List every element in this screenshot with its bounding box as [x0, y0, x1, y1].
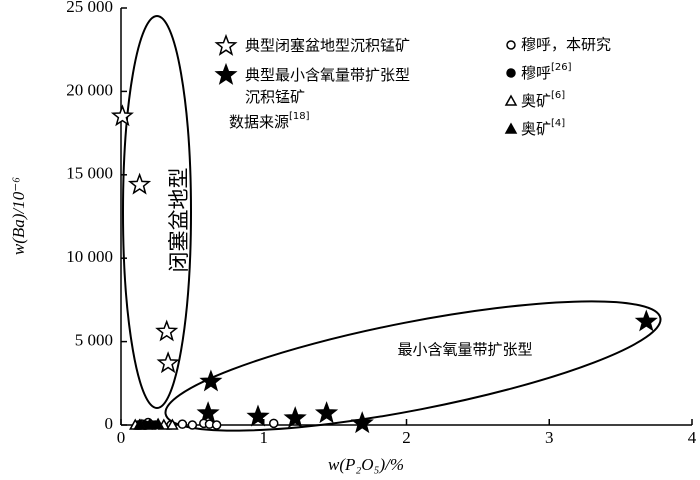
group-ellipse: [164, 300, 662, 432]
legend-label: 奥矿[4]: [521, 118, 565, 138]
x-tick-label: 1: [260, 428, 269, 447]
legend-label: 穆呼，本研究: [521, 36, 611, 54]
annotation: 最小含氧量带扩张型: [397, 341, 532, 359]
x-tick-label: 3: [545, 428, 554, 447]
group-ellipse: [122, 15, 192, 409]
circle-marker: [211, 420, 222, 430]
legend-label: 穆呼[26]: [521, 62, 572, 82]
star-marker: [246, 404, 270, 427]
star-marker: [283, 406, 307, 429]
legend-label: 典型最小含氧量带扩张型沉积锰矿: [245, 66, 410, 106]
star-marker: [350, 411, 374, 434]
triangle-marker: [151, 417, 165, 429]
star-marker: [156, 351, 180, 374]
legend-marker: [504, 94, 518, 106]
x-axis-label: w(P₂O₅)/%: [328, 455, 404, 474]
y-tick-label: 5 000: [75, 331, 113, 350]
y-tick-label: 25 000: [66, 0, 113, 16]
circle-marker: [268, 418, 279, 429]
y-tick-label: 0: [105, 414, 114, 433]
x-tick-label: 0: [117, 428, 126, 447]
x-tick-label: 2: [402, 428, 411, 447]
legend-label: 奥矿[6]: [521, 90, 565, 110]
x-tick-label: 4: [688, 428, 697, 447]
legend-marker: [504, 122, 518, 134]
legend-marker: [214, 33, 238, 56]
y-axis-label: w(Ba)/10⁻⁶: [9, 177, 28, 255]
legend-marker: [214, 62, 238, 85]
star-marker: [634, 309, 658, 332]
triangle-marker: [143, 418, 156, 430]
y-tick-label: 15 000: [66, 164, 113, 183]
circle-marker: [187, 420, 198, 430]
legend-marker: [506, 40, 516, 50]
y-tick-label: 10 000: [66, 247, 113, 266]
star-marker: [110, 104, 134, 127]
legend-label: 典型闭塞盆地型沉积锰矿: [245, 37, 410, 55]
star-marker: [155, 319, 179, 342]
star-marker: [199, 369, 223, 392]
star-marker: [127, 172, 152, 195]
annotation: 闭塞盆地型: [167, 168, 191, 273]
legend-note: 数据来源[18]: [229, 111, 310, 131]
legend-marker: [506, 68, 516, 78]
circle-marker: [177, 419, 188, 429]
star-marker: [314, 401, 339, 424]
triangle-marker: [133, 418, 146, 430]
y-tick-label: 20 000: [66, 80, 113, 99]
triangle-marker: [166, 418, 179, 430]
star-marker: [196, 401, 220, 424]
